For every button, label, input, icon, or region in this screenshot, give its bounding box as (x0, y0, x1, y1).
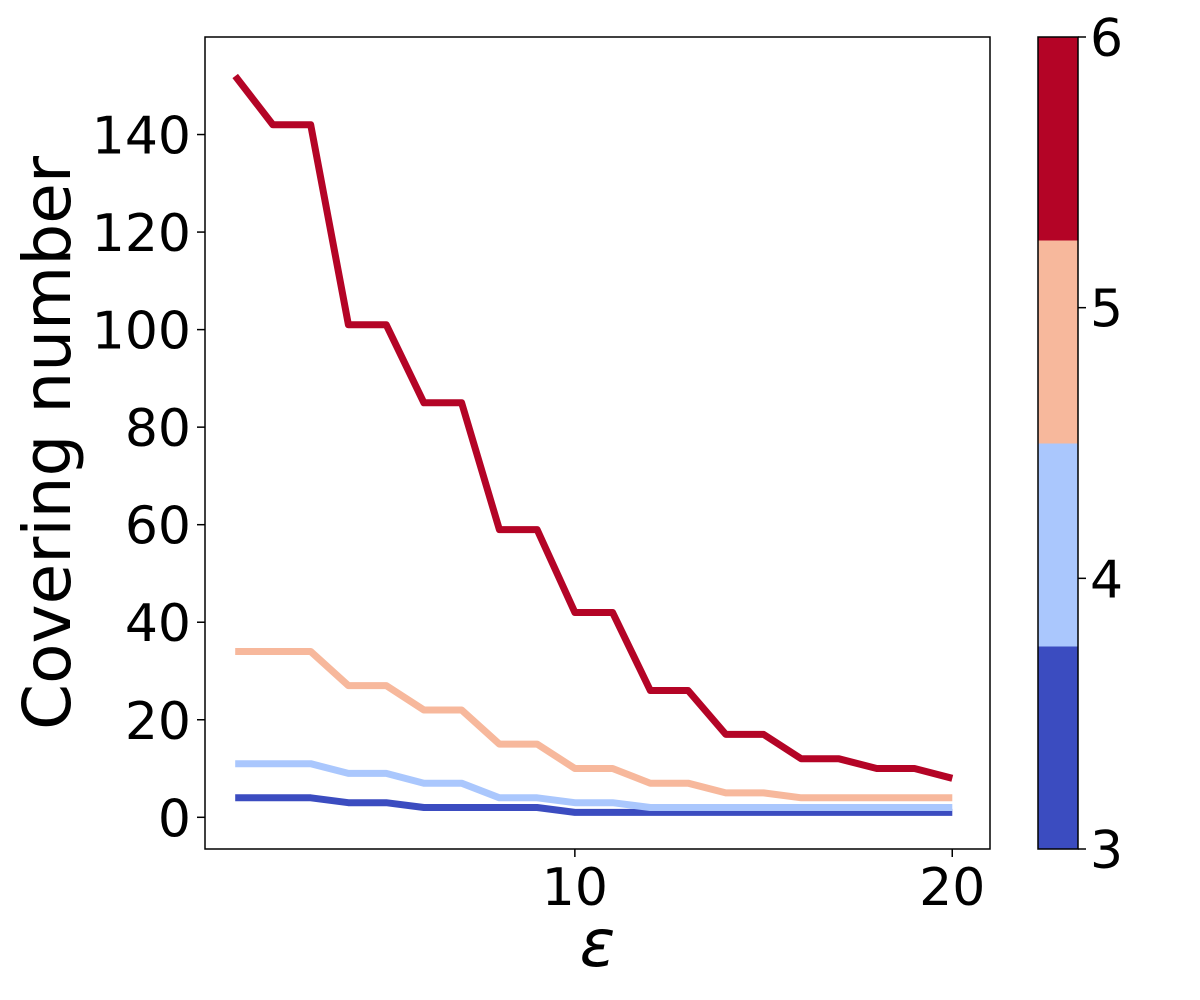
series-line-1 (235, 794, 953, 816)
x-tick-label: 20 (919, 858, 985, 918)
plot-frame (204, 36, 991, 850)
y-tick-label: 60 (125, 497, 191, 557)
colorbar-frame (1037, 36, 1079, 850)
series-line-2 (235, 760, 953, 811)
x-tick-label: 10 (542, 858, 608, 918)
plot-area (232, 73, 954, 816)
colorbar-tick-label: 3 (1090, 821, 1123, 881)
series-line-3 (235, 648, 953, 802)
x-axis-label: ε (580, 905, 616, 982)
y-tick-label: 100 (92, 302, 191, 362)
y-tick-label: 40 (125, 594, 191, 654)
y-axis-label: Covering number (9, 155, 86, 730)
colorbar: 3 4 5 6 (1037, 9, 1123, 881)
y-tick-label: 140 (92, 107, 191, 167)
y-tick-label: 20 (125, 692, 191, 752)
axis-ticks: 0 20 40 60 80 100 120 140 10 20 (92, 107, 986, 918)
colorbar-segment (1038, 37, 1078, 241)
colorbar-tick-label: 5 (1090, 280, 1123, 340)
y-tick-label: 80 (125, 399, 191, 459)
colorbar-segment (1038, 443, 1078, 647)
colorbar-segment (1038, 240, 1078, 444)
colorbar-tick-label: 4 (1090, 550, 1123, 610)
colorbar-segment (1038, 646, 1078, 850)
series-line-4 (232, 73, 954, 782)
y-tick-label: 0 (158, 789, 191, 849)
y-tick-label: 120 (92, 204, 191, 264)
colorbar-tick-label: 6 (1090, 9, 1123, 69)
